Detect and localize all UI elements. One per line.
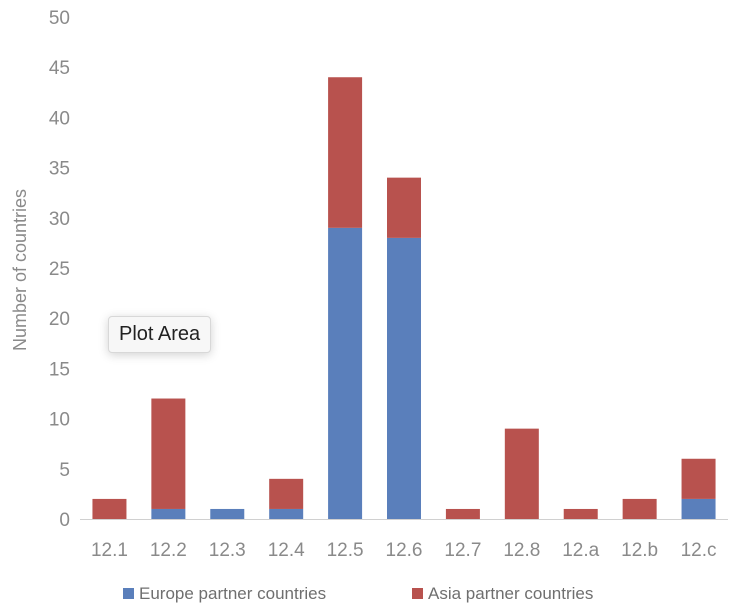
- bar-europe-12.c: [681, 498, 716, 519]
- y-tick-label: 40: [49, 108, 70, 129]
- legend: Europe partner countries Asia partner co…: [123, 584, 593, 603]
- bar-marks: [92, 77, 716, 519]
- legend-label-asia: Asia partner countries: [428, 584, 593, 603]
- legend-swatch-europe: [123, 588, 134, 599]
- bar-asia-12.4: [269, 478, 304, 509]
- bar-asia-12.8: [504, 428, 539, 519]
- bar-asia-12.b: [622, 498, 657, 519]
- y-tick-label: 10: [49, 410, 70, 431]
- bar-asia-12.6: [387, 177, 421, 238]
- bar-europe-12.3: [210, 508, 245, 519]
- bar-europe-12.4: [269, 508, 304, 519]
- x-tick-label: 12.3: [209, 540, 246, 561]
- y-tick-label: 5: [59, 460, 70, 481]
- x-tick-label: 12.4: [268, 540, 305, 561]
- y-tick-label: 35: [49, 159, 70, 180]
- y-tick-label: 45: [49, 58, 70, 79]
- y-tick-label: 20: [49, 309, 70, 330]
- x-tick-label: 12.5: [327, 540, 364, 561]
- x-tick-label: 12.a: [562, 540, 599, 561]
- bar-asia-12.5: [328, 77, 363, 228]
- y-axis-title: Number of countries: [10, 189, 30, 351]
- x-tick-label: 12.7: [444, 540, 481, 561]
- x-tick-label: 12.b: [621, 540, 658, 561]
- y-tick-label: 15: [49, 359, 70, 380]
- bar-europe-12.5: [328, 227, 363, 519]
- legend-swatch-asia: [412, 588, 423, 599]
- bar-asia-12.7: [445, 508, 480, 519]
- bar-asia-12.c: [681, 458, 716, 499]
- x-tick-label: 12.2: [150, 540, 187, 561]
- bar-europe-12.6: [387, 237, 421, 519]
- x-tick-label: 12.1: [91, 540, 128, 561]
- x-tick-label: 12.8: [503, 540, 540, 561]
- x-tick-label: 12.6: [386, 540, 423, 561]
- y-axis-ticks: 0 5 10 15 20 25 30 35 40 45 50: [49, 8, 70, 531]
- bar-europe-12.2: [151, 508, 186, 519]
- bar-asia-12.1: [92, 498, 127, 519]
- y-tick-label: 50: [49, 8, 70, 29]
- bar-asia-12.a: [563, 508, 598, 519]
- x-axis-ticks: 12.1 12.2 12.3 12.4 12.5 12.6 12.7 12.8 12.a 12.b…: [91, 540, 717, 561]
- plot-area-tooltip: Plot Area: [108, 316, 212, 353]
- y-tick-label: 25: [49, 259, 70, 280]
- y-tick-label: 30: [49, 209, 70, 230]
- legend-label-europe: Europe partner countries: [139, 584, 326, 603]
- y-tick-label: 0: [59, 510, 70, 531]
- x-tick-label: 12.c: [681, 540, 717, 561]
- bar-asia-12.2: [151, 398, 186, 509]
